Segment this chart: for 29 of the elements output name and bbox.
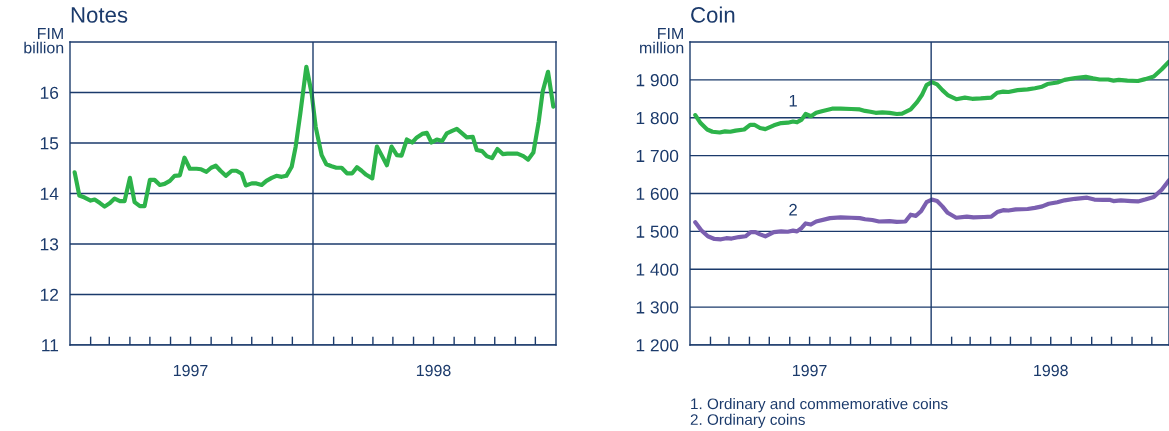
chart-title: Coin bbox=[691, 6, 735, 23]
text: 2. Ordinary coins bbox=[690, 413, 805, 429]
series-label: 2 bbox=[789, 203, 797, 216]
y-tick-label: 11 bbox=[42, 339, 59, 352]
y-tick-label: 1 600 bbox=[636, 187, 679, 200]
y-tick-label: 1 800 bbox=[636, 111, 679, 125]
y-tick-label: 1 500 bbox=[636, 225, 679, 238]
y-tick-label: 15 bbox=[40, 137, 59, 150]
line-series bbox=[693, 59, 1169, 135]
text: 1. Ordinary and commemorative coins bbox=[691, 398, 948, 413]
x-tick-label: 1997 bbox=[793, 364, 827, 377]
y-axis-title: FIM billion bbox=[24, 27, 64, 54]
y-tick-label: 1 300 bbox=[636, 301, 679, 314]
y-tick-label: 14 bbox=[40, 187, 59, 200]
y-tick-label: 1 700 bbox=[636, 149, 679, 163]
y-tick-label: 12 bbox=[40, 288, 59, 301]
series-label: 1 bbox=[789, 94, 797, 107]
y-axis-title: FIM million bbox=[640, 27, 684, 54]
y-tick-label: 1 900 bbox=[636, 74, 679, 87]
x-tick-label: 1998 bbox=[416, 364, 451, 377]
x-tick-label: 1998 bbox=[1034, 364, 1068, 377]
x-tick-label: 1997 bbox=[173, 364, 208, 377]
chart-title: Notes bbox=[71, 7, 128, 23]
line-series bbox=[693, 178, 1169, 242]
y-tick-label: 1 400 bbox=[636, 263, 679, 276]
y-tick-label: 1 200 bbox=[636, 339, 679, 352]
y-tick-label: 13 bbox=[40, 238, 59, 251]
y-tick-label: 16 bbox=[40, 86, 59, 99]
line-series bbox=[72, 64, 556, 209]
